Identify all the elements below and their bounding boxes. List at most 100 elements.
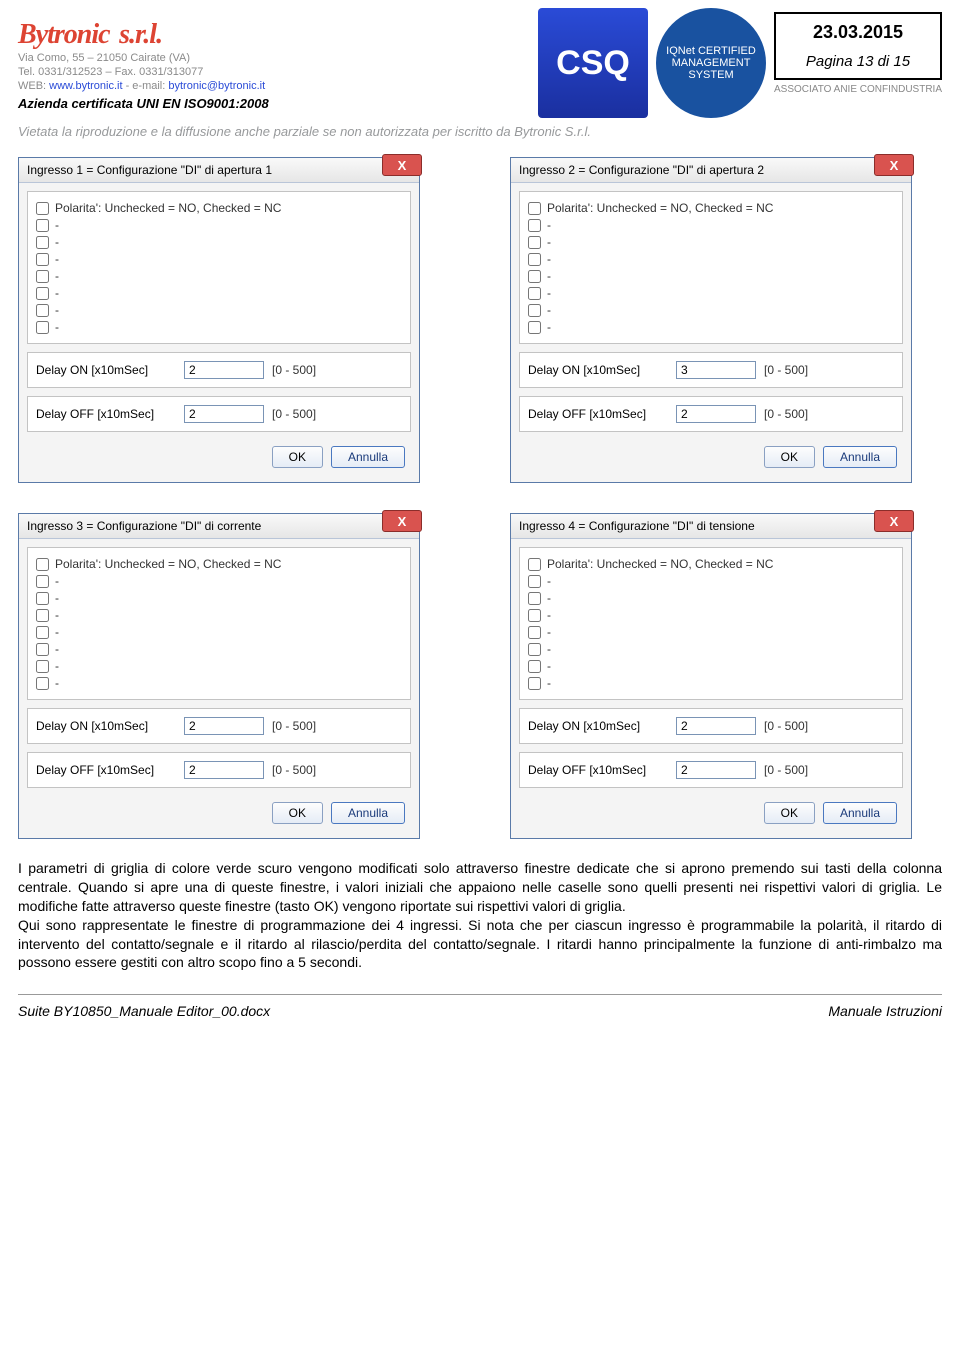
dash-label: - — [55, 676, 59, 690]
delay-off-input[interactable] — [184, 761, 264, 779]
dash-label: - — [55, 286, 59, 300]
delay-on-label: Delay ON [x10mSec] — [528, 363, 668, 377]
cancel-button[interactable]: Annulla — [331, 802, 405, 824]
csq-logo: CSQ — [538, 8, 648, 118]
copyright-notice: Vietata la riproduzione e la diffusione … — [18, 124, 942, 139]
delay-off-input[interactable] — [184, 405, 264, 423]
assoc-line: ASSOCIATO ANIE CONFINDUSTRIA — [774, 84, 942, 95]
dash-label: - — [55, 625, 59, 639]
dash-label: - — [55, 235, 59, 249]
dash-checkbox[interactable] — [528, 660, 541, 673]
range-label: [0 - 500] — [764, 407, 808, 421]
dash-checkbox[interactable] — [36, 321, 49, 334]
dash-checkbox[interactable] — [528, 287, 541, 300]
dash-label: - — [55, 320, 59, 334]
dash-checkbox[interactable] — [36, 575, 49, 588]
range-label: [0 - 500] — [272, 763, 316, 777]
company-web: WEB: www.bytronic.it - e-mail: bytronic@… — [18, 80, 530, 92]
dash-label: - — [55, 252, 59, 266]
dash-checkbox[interactable] — [36, 626, 49, 639]
delay-on-label: Delay ON [x10mSec] — [36, 363, 176, 377]
dash-checkbox[interactable] — [528, 219, 541, 232]
dash-label: - — [547, 574, 551, 588]
polarity-label: Polarita': Unchecked = NO, Checked = NC — [547, 557, 773, 571]
cancel-button[interactable]: Annulla — [331, 446, 405, 468]
iqnet-logo: IQNet CERTIFIED MANAGEMENT SYSTEM — [656, 8, 766, 118]
dialog-title: Ingresso 2 = Configurazione "DI" di aper… — [511, 158, 911, 183]
dash-checkbox[interactable] — [36, 287, 49, 300]
polarity-checkbox[interactable] — [528, 558, 541, 571]
dash-label: - — [55, 591, 59, 605]
dash-checkbox[interactable] — [528, 253, 541, 266]
footer-left: Suite BY10850_Manuale Editor_00.docx — [18, 1003, 270, 1019]
dash-checkbox[interactable] — [36, 609, 49, 622]
range-label: [0 - 500] — [272, 719, 316, 733]
dash-checkbox[interactable] — [528, 626, 541, 639]
dash-checkbox[interactable] — [528, 575, 541, 588]
dash-label: - — [547, 218, 551, 232]
dash-checkbox[interactable] — [528, 304, 541, 317]
delay-off-label: Delay OFF [x10mSec] — [36, 407, 176, 421]
cancel-button[interactable]: Annulla — [823, 446, 897, 468]
dash-label: - — [547, 625, 551, 639]
dash-label: - — [55, 659, 59, 673]
ok-button[interactable]: OK — [272, 446, 323, 468]
dash-checkbox[interactable] — [36, 660, 49, 673]
delay-off-label: Delay OFF [x10mSec] — [528, 763, 668, 777]
dash-checkbox[interactable] — [36, 677, 49, 690]
dash-label: - — [547, 252, 551, 266]
dash-label: - — [55, 269, 59, 283]
close-icon[interactable]: X — [382, 154, 422, 176]
footer-right: Manuale Istruzioni — [828, 1003, 942, 1019]
delay-on-input[interactable] — [184, 361, 264, 379]
dialog-title: Ingresso 3 = Configurazione "DI" di corr… — [19, 514, 419, 539]
config-dialog-2: Ingresso 2 = Configurazione "DI" di aper… — [510, 157, 912, 483]
dash-checkbox[interactable] — [36, 219, 49, 232]
dash-checkbox[interactable] — [528, 609, 541, 622]
dash-checkbox[interactable] — [528, 236, 541, 249]
range-label: [0 - 500] — [272, 363, 316, 377]
polarity-checkbox[interactable] — [36, 558, 49, 571]
dash-label: - — [547, 676, 551, 690]
dash-checkbox[interactable] — [528, 321, 541, 334]
dash-label: - — [547, 269, 551, 283]
ok-button[interactable]: OK — [272, 802, 323, 824]
ok-button[interactable]: OK — [764, 446, 815, 468]
delay-off-label: Delay OFF [x10mSec] — [36, 763, 176, 777]
dash-checkbox[interactable] — [36, 643, 49, 656]
dash-checkbox[interactable] — [528, 592, 541, 605]
range-label: [0 - 500] — [272, 407, 316, 421]
dash-label: - — [547, 642, 551, 656]
dash-checkbox[interactable] — [36, 592, 49, 605]
delay-on-input[interactable] — [676, 361, 756, 379]
close-icon[interactable]: X — [874, 154, 914, 176]
ok-button[interactable]: OK — [764, 802, 815, 824]
dash-checkbox[interactable] — [36, 236, 49, 249]
dash-checkbox[interactable] — [36, 270, 49, 283]
dash-label: - — [547, 320, 551, 334]
dash-checkbox[interactable] — [528, 270, 541, 283]
dash-checkbox[interactable] — [528, 677, 541, 690]
polarity-label: Polarita': Unchecked = NO, Checked = NC — [547, 201, 773, 215]
cancel-button[interactable]: Annulla — [823, 802, 897, 824]
dialog-title: Ingresso 4 = Configurazione "DI" di tens… — [511, 514, 911, 539]
dash-checkbox[interactable] — [36, 253, 49, 266]
polarity-checkbox[interactable] — [36, 202, 49, 215]
delay-off-input[interactable] — [676, 405, 756, 423]
delay-on-label: Delay ON [x10mSec] — [528, 719, 668, 733]
close-icon[interactable]: X — [874, 510, 914, 532]
company-address: Via Como, 55 – 21050 Cairate (VA) — [18, 52, 530, 64]
dash-checkbox[interactable] — [36, 304, 49, 317]
dash-label: - — [547, 286, 551, 300]
delay-off-input[interactable] — [676, 761, 756, 779]
polarity-label: Polarita': Unchecked = NO, Checked = NC — [55, 201, 281, 215]
footer-rule — [18, 994, 942, 995]
delay-on-input[interactable] — [676, 717, 756, 735]
dash-checkbox[interactable] — [528, 643, 541, 656]
polarity-checkbox[interactable] — [528, 202, 541, 215]
range-label: [0 - 500] — [764, 719, 808, 733]
delay-on-input[interactable] — [184, 717, 264, 735]
close-icon[interactable]: X — [382, 510, 422, 532]
config-dialog-4: Ingresso 4 = Configurazione "DI" di tens… — [510, 513, 912, 839]
dash-label: - — [55, 608, 59, 622]
